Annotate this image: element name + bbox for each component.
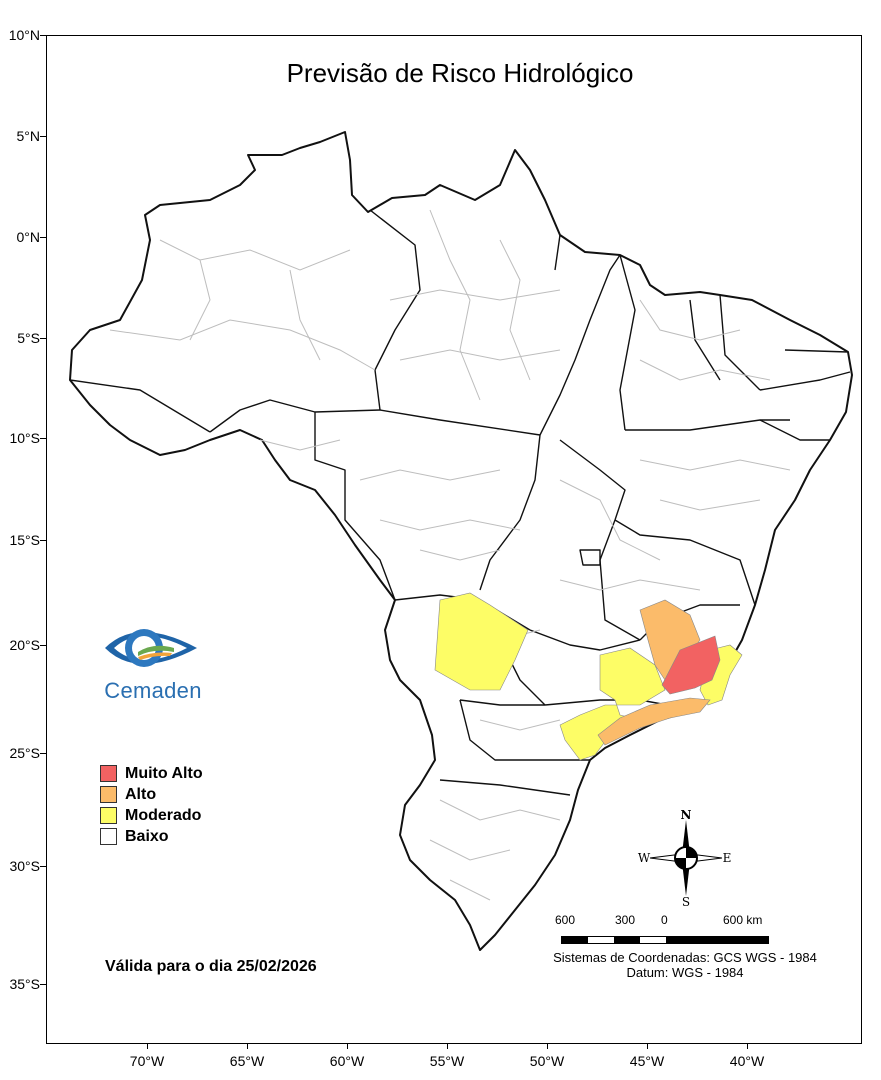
legend-swatch-baixo <box>100 828 117 845</box>
tick-mark <box>547 1043 548 1049</box>
tick-mark <box>147 1043 148 1049</box>
lon-tick-70w: 70°W <box>129 1053 165 1069</box>
legend-label: Baixo <box>125 827 169 845</box>
lat-tick-10s: 10°S <box>9 430 40 446</box>
compass-rose-icon: N S E W <box>638 808 732 908</box>
risk-area-moderate-sp <box>559 647 666 761</box>
lat-tick-10n: 10°N <box>8 27 40 43</box>
scale-label-600-km: 600 km <box>723 913 763 927</box>
tick-mark <box>40 753 46 754</box>
brazil-outline <box>69 131 853 951</box>
tick-mark <box>647 1043 648 1049</box>
lon-tick-50w: 50°W <box>529 1053 565 1069</box>
validity-date: Válida para o dia 25/02/2026 <box>105 958 317 975</box>
compass-s: S <box>682 895 690 908</box>
tick-mark <box>40 438 46 439</box>
lon-tick-45w: 45°W <box>629 1053 665 1069</box>
tick-mark <box>40 338 46 339</box>
datum: Datum: WGS - 1984 <box>626 965 744 980</box>
cemaden-logo <box>105 629 197 667</box>
tick-mark <box>40 984 46 985</box>
risk-area-moderate-ms <box>434 592 529 691</box>
tick-mark <box>40 540 46 541</box>
lat-tick-35s: 35°S <box>9 976 40 992</box>
cemaden-logo-text: Cemaden <box>104 678 202 703</box>
legend-swatch-alto <box>100 786 117 803</box>
lon-tick-60w: 60°W <box>329 1053 365 1069</box>
legend-label: Alto <box>125 785 157 803</box>
lat-tick-5s: 5°S <box>17 330 40 346</box>
tick-mark <box>40 136 46 137</box>
tick-mark <box>447 1043 448 1049</box>
tick-mark <box>247 1043 248 1049</box>
legend-item-moderado: Moderado <box>100 805 203 826</box>
legend: Muito Alto Alto Moderado Baixo <box>100 763 203 847</box>
legend-label: Muito Alto <box>125 764 203 782</box>
lon-tick-65w: 65°W <box>229 1053 265 1069</box>
legend-swatch-moderado <box>100 807 117 824</box>
risk-area-very-high <box>661 635 721 695</box>
scale-label-0: 0 <box>661 913 668 927</box>
lat-tick-15s: 15°S <box>9 532 40 548</box>
coordinate-info: Sistemas de Coordenadas: GCS WGS - 1984 … <box>510 950 860 980</box>
lat-tick-20s: 20°S <box>9 637 40 653</box>
lat-tick-0n: 0°N <box>16 229 41 245</box>
tick-mark <box>40 866 46 867</box>
lon-tick-55w: 55°W <box>429 1053 465 1069</box>
compass-n: N <box>681 808 692 822</box>
tick-mark <box>40 35 46 36</box>
risk-area-high-coast <box>597 697 711 746</box>
legend-item-alto: Alto <box>100 784 203 805</box>
map-title: Previsão de Risco Hidrológico <box>286 58 634 88</box>
coordinate-system: Sistemas de Coordenadas: GCS WGS - 1984 <box>553 950 817 965</box>
compass-w: W <box>638 851 651 865</box>
legend-swatch-muito-alto <box>100 765 117 782</box>
lon-tick-40w: 40°W <box>729 1053 765 1069</box>
scale-bar <box>561 936 769 944</box>
tick-mark <box>347 1043 348 1049</box>
region-borders <box>109 209 791 901</box>
tick-mark <box>747 1043 748 1049</box>
lat-tick-25s: 25°S <box>9 745 40 761</box>
lat-tick-30s: 30°S <box>9 858 40 874</box>
scale-label-300: 300 <box>615 913 636 927</box>
compass-e: E <box>723 851 732 865</box>
legend-item-muito-alto: Muito Alto <box>100 763 203 784</box>
scale-label-600: 600 <box>555 913 576 927</box>
legend-label: Moderado <box>125 806 202 824</box>
tick-mark <box>40 237 46 238</box>
tick-mark <box>40 645 46 646</box>
legend-item-baixo: Baixo <box>100 826 203 847</box>
lat-tick-5n: 5°N <box>16 128 41 144</box>
